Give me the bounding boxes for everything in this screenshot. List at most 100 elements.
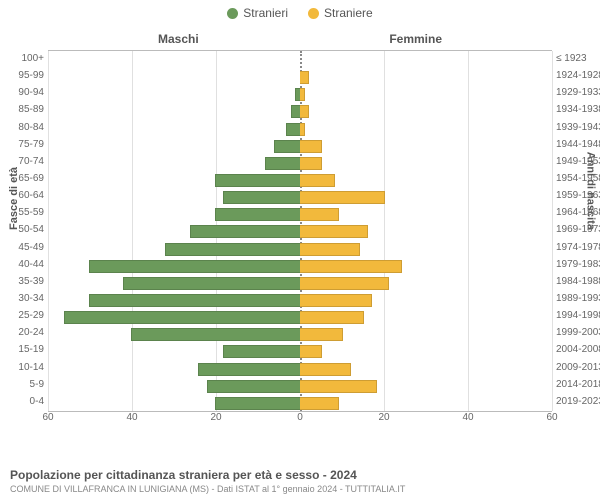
birth-year-label: 1949-1953 [556, 153, 600, 170]
age-label: 95-99 [2, 67, 44, 84]
x-tick-label: 40 [462, 412, 473, 423]
bar-female [300, 88, 305, 101]
pyramid-row [48, 222, 552, 239]
bar-female [300, 140, 322, 153]
age-label: 70-74 [2, 153, 44, 170]
bar-male [207, 380, 300, 393]
bar-male [64, 311, 300, 324]
bar-male [131, 328, 300, 341]
birth-year-label: 1969-1973 [556, 221, 600, 238]
x-tick-label: 20 [378, 412, 389, 423]
bar-male [123, 277, 300, 290]
birth-year-label: 1979-1983 [556, 256, 600, 273]
legend-label-female: Straniere [324, 6, 373, 20]
column-title-female: Femmine [389, 32, 442, 46]
age-label: 10-14 [2, 359, 44, 376]
legend-item-female: Straniere [308, 6, 373, 20]
chart-area: Maschi Femmine 6040200204060 [48, 36, 552, 436]
age-label: 100+ [2, 50, 44, 67]
age-label: 80-84 [2, 119, 44, 136]
bar-female [300, 123, 305, 136]
bar-female [300, 191, 385, 204]
age-label: 45-49 [2, 239, 44, 256]
birth-year-label: 1954-1958 [556, 170, 600, 187]
pyramid-row [48, 325, 552, 342]
column-title-male: Maschi [158, 32, 199, 46]
birth-year-label: 1959-1963 [556, 187, 600, 204]
legend-label-male: Stranieri [243, 6, 288, 20]
age-label: 0-4 [2, 393, 44, 410]
bar-male [165, 243, 300, 256]
birth-year-label: ≤ 1923 [556, 50, 600, 67]
birth-year-label: 2019-2023 [556, 393, 600, 410]
bar-male [215, 208, 300, 221]
bar-female [300, 157, 322, 170]
legend-item-male: Stranieri [227, 6, 288, 20]
bar-female [300, 345, 322, 358]
pyramid-row [48, 171, 552, 188]
bar-female [300, 311, 364, 324]
pyramid-row [48, 377, 552, 394]
x-tick-label: 60 [42, 412, 53, 423]
bar-male [265, 157, 300, 170]
bar-male [286, 123, 300, 136]
bar-male [291, 105, 300, 118]
footer-subtitle: COMUNE DI VILLAFRANCA IN LUNIGIANA (MS) … [10, 484, 590, 494]
footer: Popolazione per cittadinanza straniera p… [10, 468, 590, 494]
bar-male [215, 397, 300, 410]
bar-female [300, 363, 351, 376]
bar-female [300, 243, 360, 256]
age-label: 25-29 [2, 307, 44, 324]
bar-female [300, 328, 343, 341]
age-label: 15-19 [2, 341, 44, 358]
age-label: 85-89 [2, 101, 44, 118]
bar-male [89, 260, 300, 273]
bar-female [300, 294, 372, 307]
pyramid-row [48, 51, 552, 68]
birth-year-label: 1929-1933 [556, 84, 600, 101]
pyramid-row [48, 120, 552, 137]
pyramid-row [48, 240, 552, 257]
age-label: 5-9 [2, 376, 44, 393]
birth-year-label: 1999-2003 [556, 324, 600, 341]
pyramid-row [48, 154, 552, 171]
bar-female [300, 225, 368, 238]
pyramid-row [48, 188, 552, 205]
pyramid-row [48, 205, 552, 222]
age-label: 35-39 [2, 273, 44, 290]
bar-female [300, 397, 339, 410]
pyramid-row [48, 85, 552, 102]
bar-female [300, 71, 309, 84]
pyramid-row [48, 394, 552, 411]
birth-year-label: 2014-2018 [556, 376, 600, 393]
birth-year-label: 1989-1993 [556, 290, 600, 307]
pyramid-row [48, 291, 552, 308]
footer-title: Popolazione per cittadinanza straniera p… [10, 468, 590, 482]
birth-year-label: 1994-1998 [556, 307, 600, 324]
bar-female [300, 260, 402, 273]
bar-male [89, 294, 300, 307]
age-label: 20-24 [2, 324, 44, 341]
x-tick-label: 60 [546, 412, 557, 423]
birth-year-label: 1934-1938 [556, 101, 600, 118]
x-tick-label: 0 [297, 412, 303, 423]
age-label: 55-59 [2, 204, 44, 221]
pyramid-row [48, 274, 552, 291]
bar-female [300, 174, 335, 187]
birth-year-label: 1944-1948 [556, 136, 600, 153]
bar-male [198, 363, 300, 376]
age-label: 90-94 [2, 84, 44, 101]
gridline [552, 51, 553, 411]
bar-male [190, 225, 300, 238]
x-tick-label: 20 [210, 412, 221, 423]
age-label: 50-54 [2, 221, 44, 238]
age-label: 65-69 [2, 170, 44, 187]
birth-year-label: 1924-1928 [556, 67, 600, 84]
pyramid-row [48, 342, 552, 359]
pyramid-row [48, 102, 552, 119]
x-tick-label: 40 [126, 412, 137, 423]
birth-year-label: 2004-2008 [556, 341, 600, 358]
birth-year-label: 2009-2013 [556, 359, 600, 376]
bar-female [300, 208, 339, 221]
legend: Stranieri Straniere [0, 0, 600, 20]
